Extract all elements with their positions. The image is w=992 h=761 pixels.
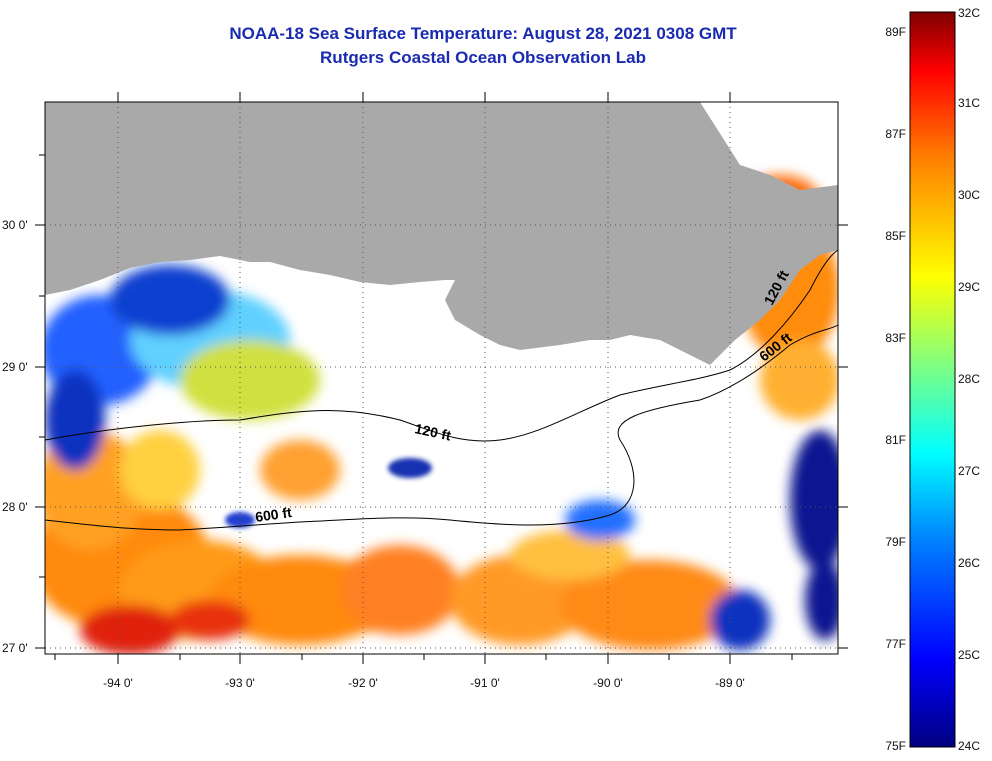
f-label: 89F: [885, 25, 906, 39]
c-label: 30C: [958, 188, 980, 202]
lat-label: 28 0': [2, 500, 28, 514]
land-mass: [45, 102, 838, 365]
lon-label: -94 0': [103, 676, 133, 690]
graticule: [45, 102, 838, 654]
lat-label: 27 0': [2, 641, 28, 655]
lon-label: -92 0': [348, 676, 378, 690]
c-label: 28C: [958, 372, 980, 386]
latitude-labels: 30 0' 29 0' 28 0' 27 0': [2, 218, 28, 655]
c-label: 32C: [958, 6, 980, 20]
f-label: 85F: [885, 229, 906, 243]
colorbar: [909, 11, 956, 748]
colorbar-celsius-labels: 32C 31C 30C 29C 28C 27C 26C 25C 24C: [958, 6, 980, 753]
f-label: 77F: [885, 637, 906, 651]
c-label: 27C: [958, 464, 980, 478]
colorbar-fahrenheit-labels: 89F 87F 85F 83F 81F 79F 77F 75F: [885, 25, 906, 753]
lon-label: -89 0': [715, 676, 745, 690]
lon-label: -93 0': [225, 676, 255, 690]
lon-label: -91 0': [470, 676, 500, 690]
depth-contours: [44, 249, 839, 531]
c-label: 31C: [958, 96, 980, 110]
f-label: 81F: [885, 433, 906, 447]
f-label: 75F: [885, 739, 906, 753]
contour-label: 600 ft: [254, 504, 293, 525]
c-label: 25C: [958, 648, 980, 662]
c-label: 24C: [958, 739, 980, 753]
map-title: NOAA-18 Sea Surface Temperature: August …: [229, 24, 737, 43]
f-label: 83F: [885, 331, 906, 345]
lat-label: 30 0': [2, 218, 28, 232]
lon-label: -90 0': [593, 676, 623, 690]
c-label: 29C: [958, 280, 980, 294]
map-ticks: [35, 92, 848, 664]
longitude-labels: -94 0' -93 0' -92 0' -91 0' -90 0' -89 0…: [103, 676, 745, 690]
f-label: 87F: [885, 127, 906, 141]
map-subtitle: Rutgers Coastal Ocean Observation Lab: [320, 48, 646, 67]
f-label: 79F: [885, 535, 906, 549]
c-label: 26C: [958, 556, 980, 570]
contour-label: 120 ft: [413, 420, 452, 443]
lat-label: 29 0': [2, 360, 28, 374]
map-frame: [44, 101, 839, 655]
